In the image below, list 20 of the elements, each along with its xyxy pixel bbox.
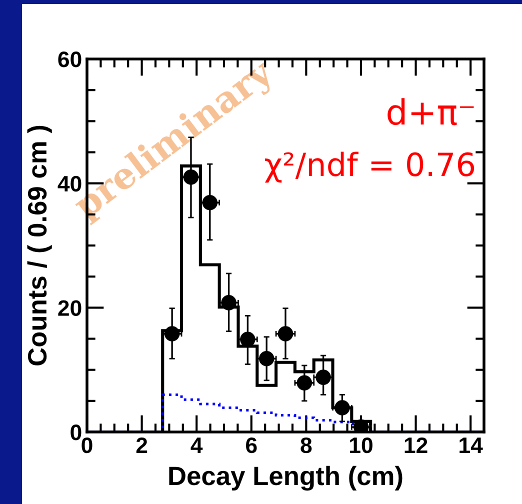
point <box>316 370 331 385</box>
point <box>164 326 180 342</box>
x-tick-label: 10 <box>350 437 372 454</box>
x-tick-label: 8 <box>300 437 312 454</box>
x-tick-label: 14 <box>460 438 483 453</box>
point <box>221 295 236 310</box>
point <box>258 351 274 366</box>
x-tick-label: 6 <box>246 437 257 454</box>
x-tick-label: 2 <box>136 437 148 453</box>
annotation: d+π⁻ <box>388 98 474 126</box>
x-tick-label: 0 <box>82 437 92 454</box>
x-tick-label: 4 <box>190 438 203 453</box>
x-axis-title: Decay Length (cm) <box>169 466 402 491</box>
x-tick-label: 12 <box>404 437 428 453</box>
point <box>278 326 294 342</box>
y-tick-label: 0 <box>70 424 82 440</box>
y-axis-title: Counts / ( 0.69 cm ) <box>27 126 52 366</box>
y-tick-label: 20 <box>58 300 82 316</box>
point <box>296 375 312 391</box>
point <box>334 400 350 416</box>
